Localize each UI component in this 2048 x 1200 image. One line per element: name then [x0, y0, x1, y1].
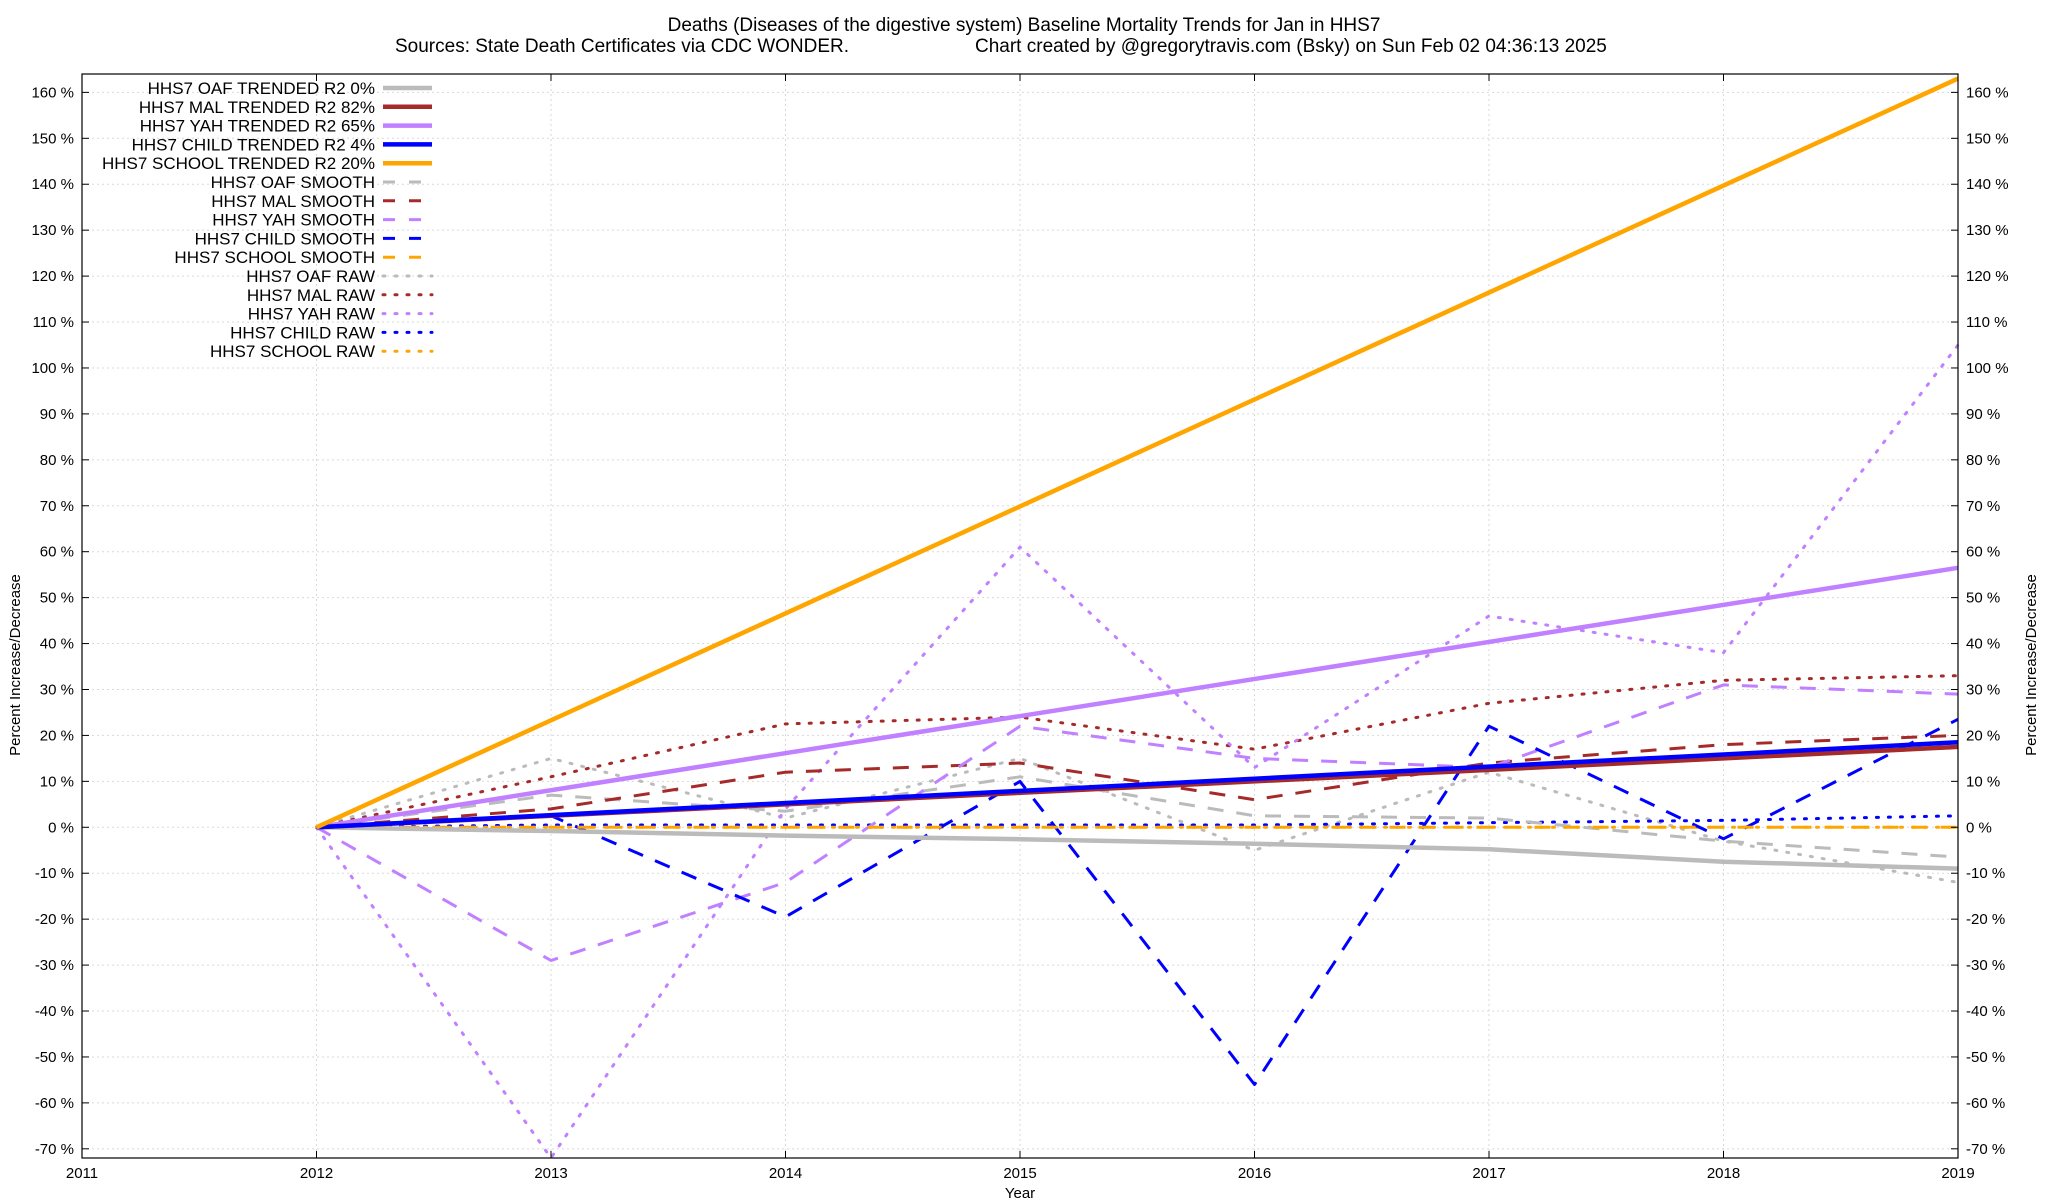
- series-line-hhs7-yah-raw: [315, 343, 1960, 1160]
- y-tick-label-left: 20 %: [40, 727, 74, 744]
- y-tick-label-left: 50 %: [40, 590, 74, 607]
- y-axis-label-left: Percent Increase/Decrease: [7, 574, 24, 756]
- y-tick-label-right: -50 %: [1966, 1049, 2005, 1066]
- chart-subtitle-credit: Chart created by @gregorytravis.com (Bsk…: [975, 36, 1607, 57]
- y-tick-label-left: 40 %: [40, 636, 74, 653]
- y-tick-label-right: 0 %: [1966, 819, 1992, 836]
- series-line-hhs7-child-raw: [315, 814, 1960, 829]
- series-line-hhs7-mal-smooth: [316, 733, 1959, 829]
- legend-label-hhs7-oaf-smooth: HHS7 OAF SMOOTH: [211, 173, 375, 192]
- legend-label-hhs7-child-raw: HHS7 CHILD RAW: [230, 323, 375, 342]
- y-tick-label-left: 0 %: [48, 819, 74, 836]
- y-tick-label-right: -20 %: [1966, 911, 2005, 928]
- legend-label-hhs7-school-raw: HHS7 SCHOOL RAW: [210, 342, 375, 361]
- y-tick-label-right: 130 %: [1966, 222, 2009, 239]
- y-tick-label-left: 10 %: [40, 773, 74, 790]
- y-tick-label-left: -40 %: [35, 1003, 74, 1020]
- y-tick-label-left: -30 %: [35, 957, 74, 974]
- y-tick-label-right: 30 %: [1966, 681, 2000, 698]
- y-tick-label-right: 120 %: [1966, 268, 2009, 285]
- y-tick-label-left: -20 %: [35, 911, 74, 928]
- y-tick-label-right: -70 %: [1966, 1141, 2005, 1158]
- series-line-hhs7-yah-trended-r2: [316, 565, 1959, 830]
- legend-label-hhs7-yah-smooth: HHS7 YAH SMOOTH: [212, 211, 375, 230]
- x-tick-label: 2014: [769, 1165, 802, 1182]
- legend-label-hhs7-child-smooth: HHS7 CHILD SMOOTH: [195, 229, 375, 248]
- y-tick-label-left: 100 %: [31, 360, 74, 377]
- series-line-hhs7-oaf-smooth: [316, 775, 1959, 859]
- series-line-hhs7-child-trended-r2: [316, 740, 1959, 830]
- chart-title: Deaths (Diseases of the digestive system…: [668, 15, 1381, 36]
- y-tick-label-left: 150 %: [31, 130, 74, 147]
- series-line-hhs7-oaf-raw: [315, 756, 1960, 884]
- series-line-hhs7-oaf-trended-r2: [316, 825, 1959, 871]
- y-tick-label-right: -10 %: [1966, 865, 2005, 882]
- legend-label-hhs7-mal-raw: HHS7 MAL RAW: [247, 286, 375, 305]
- y-tick-label-right: 90 %: [1966, 406, 2000, 423]
- x-tick-label: 2016: [1238, 1165, 1271, 1182]
- x-axis-label: Year: [1005, 1185, 1035, 1200]
- x-tick-label: 2017: [1472, 1165, 1505, 1182]
- chart-subtitle-sources: Sources: State Death Certificates via CD…: [395, 36, 849, 57]
- series-line-hhs7-school-trended-r2: [315, 76, 1959, 830]
- x-tick-label: 2011: [66, 1165, 98, 1182]
- y-tick-label-right: 70 %: [1966, 498, 2000, 515]
- y-tick-label-left: -60 %: [35, 1095, 74, 1112]
- legend-label-hhs7-school-trended-r2: HHS7 SCHOOL TRENDED R2 20%: [102, 154, 375, 173]
- x-tick-label: 2019: [1941, 1165, 1974, 1182]
- y-tick-label-right: -60 %: [1966, 1095, 2005, 1112]
- y-tick-label-left: 160 %: [31, 84, 74, 101]
- y-tick-label-right: 10 %: [1966, 773, 2000, 790]
- legend-label-hhs7-yah-trended-r2: HHS7 YAH TRENDED R2 65%: [140, 117, 375, 136]
- y-tick-label-left: 140 %: [31, 176, 74, 193]
- y-tick-label-right: 110 %: [1966, 314, 2007, 331]
- legend-label-hhs7-school-smooth: HHS7 SCHOOL SMOOTH: [174, 248, 375, 267]
- y-tick-label-left: -50 %: [35, 1049, 74, 1066]
- legend-label-hhs7-child-trended-r2: HHS7 CHILD TRENDED R2 4%: [132, 135, 375, 154]
- y-tick-label-left: 120 %: [31, 268, 74, 285]
- y-tick-label-right: 80 %: [1966, 452, 2000, 469]
- y-tick-label-right: 140 %: [1966, 176, 2009, 193]
- y-tick-label-left: 70 %: [40, 498, 74, 515]
- y-tick-label-right: -40 %: [1966, 1003, 2005, 1020]
- y-tick-label-right: 60 %: [1966, 544, 2000, 561]
- y-tick-label-right: 150 %: [1966, 130, 2009, 147]
- y-tick-label-left: 60 %: [40, 544, 74, 561]
- tick-layer: 2011 2012 2013 2014 2015 2016 2017 2018 2019 160 …: [31, 74, 2009, 1182]
- y-tick-label-right: 100 %: [1966, 360, 2009, 377]
- series-layer: [315, 76, 1960, 1160]
- y-tick-label-right: -30 %: [1966, 957, 2005, 974]
- legend-label-hhs7-mal-trended-r2: HHS7 MAL TRENDED R2 82%: [139, 98, 375, 117]
- y-tick-label-right: 50 %: [1966, 590, 2000, 607]
- legend-label-hhs7-oaf-raw: HHS7 OAF RAW: [246, 267, 375, 286]
- legend-label-hhs7-yah-raw: HHS7 YAH RAW: [248, 305, 375, 324]
- legend-label-hhs7-oaf-trended-r2: HHS7 OAF TRENDED R2 0%: [148, 79, 375, 98]
- y-tick-label-left: 90 %: [40, 406, 74, 423]
- legend: HHS7 OAF TRENDED R2 0%HHS7 MAL TRENDED R…: [102, 79, 434, 361]
- y-tick-label-left: 80 %: [40, 452, 74, 469]
- y-tick-label-right: 160 %: [1966, 84, 2009, 101]
- y-axis-label-right: Percent Increase/Decrease: [2023, 574, 2040, 756]
- y-tick-label-right: 40 %: [1966, 636, 2000, 653]
- x-tick-label: 2018: [1707, 1165, 1740, 1182]
- x-tick-label: 2013: [534, 1165, 567, 1182]
- y-tick-label-left: -70 %: [35, 1141, 74, 1158]
- y-tick-label-left: -10 %: [35, 865, 74, 882]
- y-tick-label-left: 110 %: [33, 314, 74, 331]
- y-tick-label-left: 30 %: [40, 681, 74, 698]
- x-tick-label: 2012: [300, 1165, 333, 1182]
- y-tick-label-left: 130 %: [31, 222, 74, 239]
- y-tick-label-right: 20 %: [1966, 727, 2000, 744]
- x-tick-label: 2015: [1003, 1165, 1036, 1182]
- legend-label-hhs7-mal-smooth: HHS7 MAL SMOOTH: [211, 192, 375, 211]
